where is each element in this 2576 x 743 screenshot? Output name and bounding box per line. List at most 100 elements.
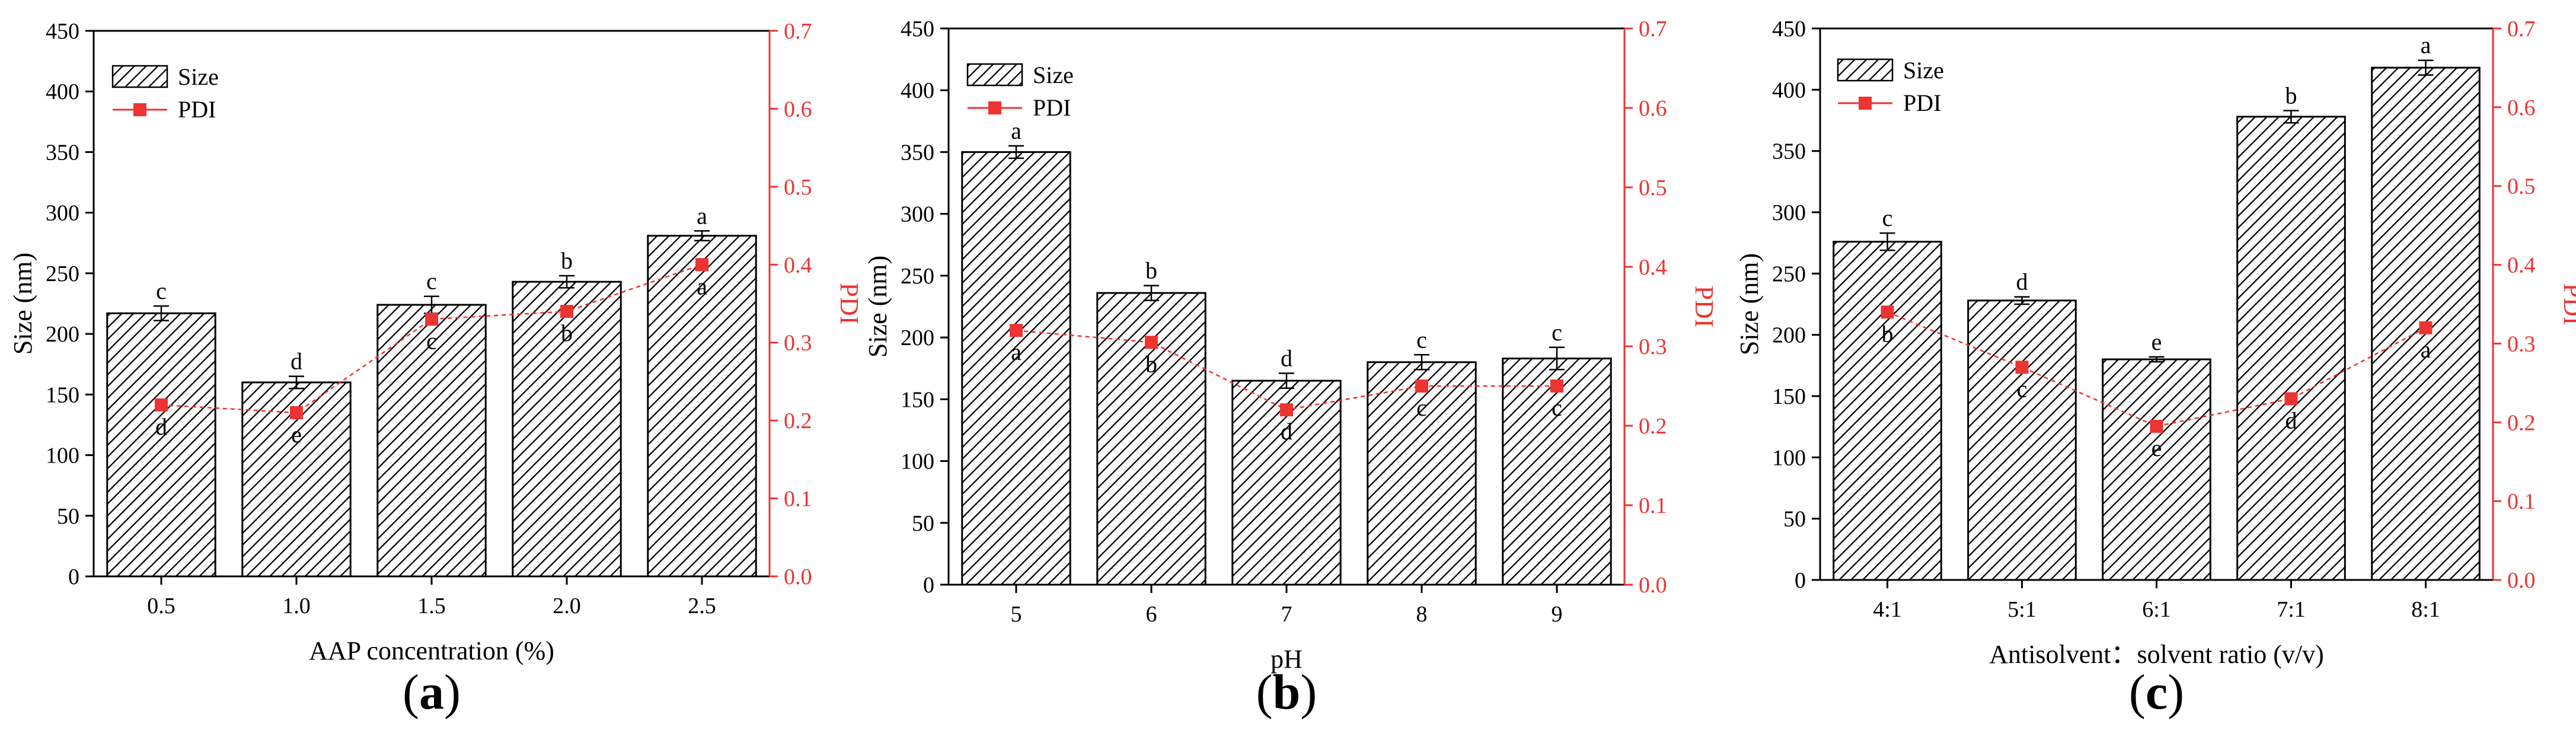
pdi-marker-2.0: [560, 305, 573, 318]
pdi-marker-2.5: [695, 258, 708, 272]
y-tick-label: 250: [901, 264, 934, 289]
pdi-line: [1887, 311, 2427, 428]
size-letter-0.5: c: [156, 278, 167, 304]
error-bar-7:1: [2283, 110, 2299, 124]
y2-tick-label: 0.6: [2507, 95, 2536, 120]
y2-tick-label: 0.3: [2507, 331, 2536, 356]
y-tick-label: 450: [1772, 17, 1806, 42]
pdi-letter-8:1: a: [2421, 336, 2431, 363]
pdi-letter-7: d: [1281, 418, 1292, 445]
error-bar-6:1: [2149, 356, 2165, 363]
size-letter-1.5: c: [426, 268, 437, 295]
y2-tick-label: 0.5: [2507, 174, 2536, 199]
size-letter-5: a: [1011, 117, 1022, 144]
size-letter-6:1: e: [2152, 329, 2162, 355]
pdi-marker-9: [1550, 380, 1563, 393]
legend-marker-pdi: [1859, 97, 1872, 110]
size-letter-7: d: [1281, 345, 1292, 372]
pdi-letter-8: c: [1416, 394, 1427, 421]
legend-label-size: Size: [1903, 57, 1944, 84]
legend-label-size: Size: [1033, 62, 1074, 88]
legend-swatch-size: [966, 63, 1023, 87]
size-letter-2.5: a: [697, 202, 707, 229]
size-letter-1.0: d: [291, 348, 302, 375]
y2-tick-label: 0.7: [1639, 17, 1667, 42]
pdi-letter-7:1: d: [2285, 407, 2297, 433]
legend-label-size: Size: [178, 63, 219, 90]
y2-tick-label: 0.3: [1639, 334, 1667, 359]
y-axis-label: Size (nm): [863, 256, 892, 358]
error-bar-9: [1549, 346, 1565, 371]
x-tick-label: 5:1: [2007, 597, 2036, 622]
y2-tick-label: 0.2: [1639, 414, 1667, 439]
y-tick-label: 400: [1772, 78, 1806, 103]
x-axis-label: Antisolvent：solvent ratio (v/v): [1989, 640, 2324, 669]
size-bar-4:1: [1833, 241, 1942, 581]
pdi-letter-2.0: b: [561, 320, 573, 346]
y2-tick-label: 0.2: [2507, 410, 2536, 435]
legend-label-pdi: PDI: [178, 96, 216, 123]
y2-tick-label: 0.1: [2507, 489, 2536, 514]
x-tick-label: 5: [1011, 602, 1022, 627]
y2-tick-label: 0.3: [784, 331, 812, 356]
pdi-letter-4:1: b: [1882, 320, 1894, 347]
y-tick-label: 100: [46, 444, 79, 468]
size-letter-8: c: [1416, 326, 1427, 353]
y-tick-label: 200: [46, 322, 79, 347]
panel-letter: b: [1273, 665, 1301, 720]
legend-marker-pdi: [988, 101, 1001, 114]
y-tick-label: 450: [46, 19, 79, 44]
y2-axis-label: PDI: [2558, 283, 2576, 326]
x-tick-label: 6:1: [2142, 597, 2171, 622]
size-bar-0.5: [106, 312, 216, 578]
y-tick-label: 100: [901, 449, 934, 474]
y2-tick-label: 0.7: [2507, 17, 2536, 42]
y-tick-label: 50: [1783, 507, 1806, 532]
x-axis-label: pH: [1271, 645, 1303, 674]
y-tick-label: 0: [68, 565, 79, 589]
size-bar-7:1: [2236, 116, 2346, 581]
x-tick-label: 8: [1416, 602, 1428, 627]
error-bar-8: [1414, 354, 1429, 371]
error-bar-5:1: [2014, 296, 2030, 305]
panel-label: (a): [403, 665, 461, 720]
legend-label-pdi: PDI: [1903, 90, 1941, 116]
y-tick-label: 350: [46, 140, 79, 165]
pdi-marker-1.0: [290, 406, 303, 419]
x-tick-label: 7: [1281, 602, 1292, 627]
pdi-letter-5:1: c: [2017, 375, 2028, 402]
chart-panel-b: a b d c c a b d c c 0 50 100 150 200 250 300 350 400 450 0.0…: [863, 17, 1719, 720]
y-tick-label: 350: [901, 140, 934, 165]
y2-tick-label: 0.4: [1639, 255, 1667, 280]
size-bar-1.5: [376, 304, 487, 578]
y-tick-label: 150: [46, 382, 79, 407]
y-tick-label: 400: [901, 78, 934, 103]
y-tick-label: 250: [46, 262, 79, 286]
size-letter-2.0: b: [561, 247, 573, 274]
y-tick-label: 150: [1772, 384, 1806, 409]
size-letter-9: c: [1552, 319, 1562, 346]
x-tick-label: 7:1: [2277, 597, 2306, 622]
error-bar-8:1: [2418, 59, 2434, 76]
y2-axis-label: PDI: [1690, 286, 1719, 328]
x-tick-label: 1.0: [282, 594, 311, 618]
y-tick-label: 200: [1772, 323, 1806, 348]
y2-tick-label: 0.6: [784, 97, 812, 122]
size-letter-4:1: c: [1882, 205, 1893, 231]
pdi-marker-4:1: [1881, 305, 1894, 319]
y-tick-label: 350: [1772, 139, 1806, 164]
size-letter-5:1: d: [2016, 269, 2028, 295]
chart-panel-a: c d c b a d e c b a 0 50 100 150 200 250 300 350 400 450 0.0…: [8, 19, 864, 720]
y-tick-label: 400: [46, 79, 79, 104]
y2-tick-label: 0.1: [784, 487, 812, 512]
y2-tick-label: 0.0: [784, 565, 812, 589]
pdi-letter-1.5: c: [426, 327, 437, 354]
y-tick-label: 150: [901, 387, 934, 412]
size-letter-6: b: [1145, 257, 1157, 284]
y2-tick-label: 0.1: [1639, 493, 1667, 518]
size-letter-7:1: b: [2285, 82, 2297, 109]
pdi-letter-6: b: [1145, 350, 1157, 377]
legend: Size PDI: [111, 63, 219, 123]
